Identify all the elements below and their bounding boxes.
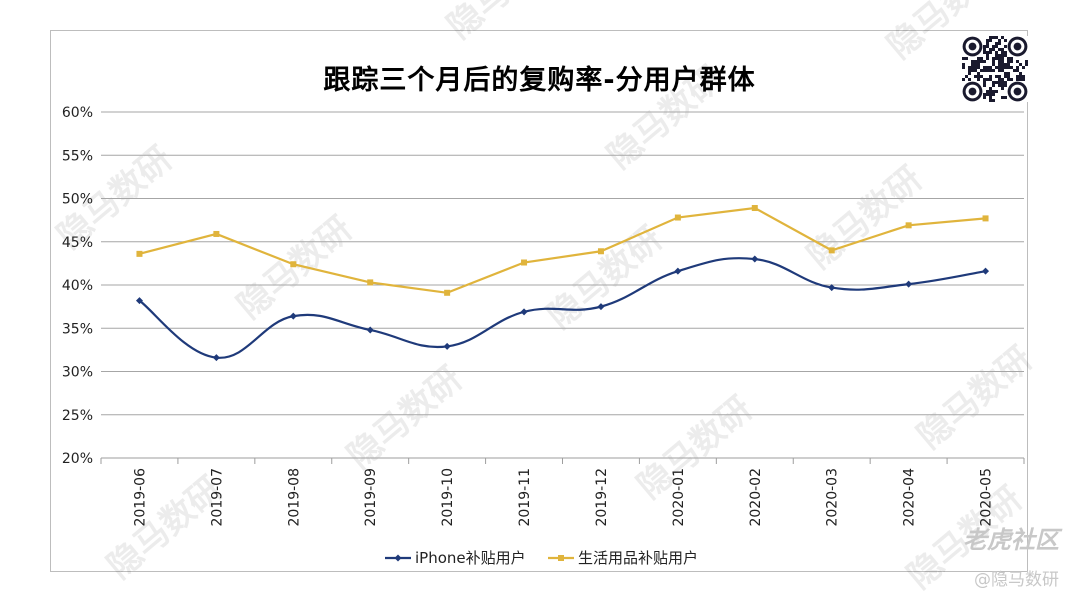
y-tick-label: 55% xyxy=(62,148,93,164)
data-point xyxy=(674,214,681,221)
data-point xyxy=(135,297,143,305)
grid-lines xyxy=(101,111,1024,459)
data-point xyxy=(751,255,759,263)
chart-title: 跟踪三个月后的复购率-分用户群体 xyxy=(323,65,756,96)
data-point xyxy=(982,215,989,222)
legend-label: iPhone补贴用户 xyxy=(415,549,526,567)
data-point xyxy=(213,230,220,237)
watermark-text: 隐马数研 xyxy=(800,159,930,277)
watermark-text: 隐马数研 xyxy=(540,219,670,337)
legend-swatch-marker xyxy=(394,554,402,562)
data-point xyxy=(289,312,297,320)
watermark-text: 隐马数研 xyxy=(910,339,1040,457)
x-tick-label: 2019-11 xyxy=(517,468,533,527)
data-point xyxy=(136,250,143,257)
data-point xyxy=(366,326,374,334)
x-tick-label: 2019-12 xyxy=(594,468,610,527)
y-tick-label: 40% xyxy=(62,278,93,294)
x-tick-label: 2019-09 xyxy=(363,468,379,527)
data-point xyxy=(905,280,913,288)
y-tick-label: 20% xyxy=(62,451,93,467)
legend-label: 生活用品补贴用户 xyxy=(578,549,698,567)
data-point xyxy=(828,284,836,292)
x-tick-label: 2019-06 xyxy=(132,468,148,527)
series-line xyxy=(139,206,986,294)
data-point xyxy=(905,222,912,229)
y-tick-label: 60% xyxy=(62,105,93,121)
brand-footer: 老虎社区 @隐马数研 xyxy=(963,520,1059,590)
data-point xyxy=(520,308,528,316)
data-point xyxy=(290,261,297,268)
y-tick-label: 50% xyxy=(62,192,93,208)
watermark-text: 隐马数研 xyxy=(630,389,760,507)
data-point xyxy=(444,289,451,296)
legend: iPhone补贴用户 生活用品补贴用户 xyxy=(385,549,698,567)
data-point xyxy=(751,205,758,212)
qr-code-image xyxy=(962,36,1028,102)
data-point xyxy=(597,303,605,311)
data-point xyxy=(212,354,220,362)
data-point xyxy=(367,279,374,286)
x-tick-label: 2019-10 xyxy=(440,468,456,527)
qr-code-svg xyxy=(962,36,1028,102)
data-point xyxy=(674,267,682,275)
brand-author: @隐马数研 xyxy=(974,570,1059,590)
series-2 xyxy=(136,205,989,296)
x-tick-label: 2020-01 xyxy=(671,468,687,527)
y-axis-ticks: 20% 25% 30% 35% 40% 45% 50% 55% 60% xyxy=(62,105,93,467)
watermark-text: 隐马数研 xyxy=(340,359,470,477)
data-point xyxy=(597,248,604,255)
x-axis: 2019-06 2019-07 2019-08 2019-09 2019-10 2019-… xyxy=(100,458,1025,527)
x-tick-label: 2020-02 xyxy=(748,468,764,527)
y-tick-label: 45% xyxy=(62,235,93,251)
series-1 xyxy=(135,255,990,362)
y-tick-label: 25% xyxy=(62,408,93,424)
data-point xyxy=(521,259,528,266)
watermark-text: 隐马数研 xyxy=(440,0,570,47)
watermark-text: 隐马数研 xyxy=(230,209,360,327)
brand-community: 老虎社区 xyxy=(963,526,1059,554)
y-tick-label: 30% xyxy=(62,365,93,381)
series-layer xyxy=(135,205,990,362)
x-tick-label: 2020-03 xyxy=(825,468,841,527)
x-tick-label: 2019-07 xyxy=(209,468,225,527)
data-point xyxy=(443,342,451,350)
data-point xyxy=(828,247,835,254)
watermark-text: 隐马数研 xyxy=(600,59,730,177)
y-tick-label: 35% xyxy=(62,321,93,337)
x-tick-label: 2019-08 xyxy=(286,468,302,527)
legend-swatch-marker xyxy=(558,555,564,561)
data-point xyxy=(982,267,990,275)
x-tick-label: 2020-04 xyxy=(902,468,918,527)
chart-frame xyxy=(50,30,1028,572)
x-tick-label: 2020-05 xyxy=(979,468,995,527)
